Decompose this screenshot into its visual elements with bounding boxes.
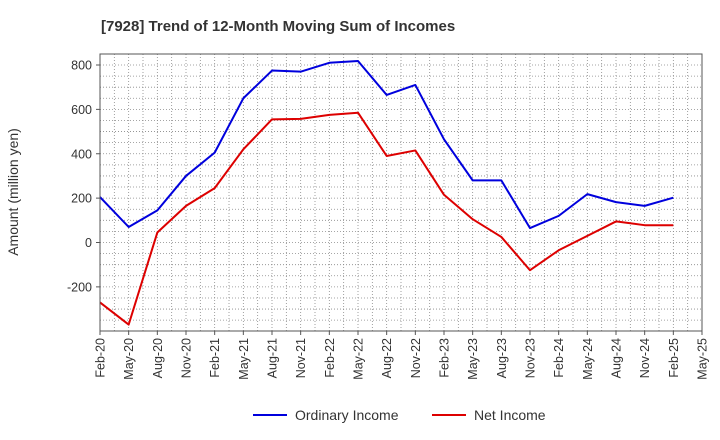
- series-line-net-income: [99, 111, 674, 326]
- x-tick-label: Feb-23: [438, 338, 452, 378]
- y-axis-ticks: 800 600 400 200 0 -200: [67, 59, 100, 294]
- x-tick-label: Feb-20: [94, 338, 108, 378]
- series-line-ordinary-income: [99, 60, 674, 230]
- legend-label-net-income: Net Income: [474, 407, 546, 423]
- x-tick-label: May-21: [237, 338, 251, 380]
- x-tick-label: Aug-23: [495, 338, 509, 378]
- y-tick-label: -200: [67, 280, 92, 294]
- x-tick-label: Nov-23: [524, 338, 538, 378]
- x-tick-label: Nov-20: [180, 338, 194, 378]
- x-tick-label: Aug-21: [266, 338, 280, 378]
- x-tick-label: Feb-25: [667, 338, 681, 378]
- x-tick-label: Feb-24: [552, 338, 566, 378]
- legend-label-ordinary-income: Ordinary Income: [295, 407, 399, 423]
- x-tick-label: May-25: [696, 338, 710, 380]
- y-tick-label: 0: [85, 236, 92, 250]
- x-tick-label: Aug-24: [610, 338, 624, 378]
- x-tick-label: Feb-22: [323, 338, 337, 378]
- x-axis-ticks: Feb-20 May-20 Aug-20 Nov-20 Feb-21 May-21 Aug-…: [94, 331, 710, 380]
- x-tick-label: Nov-24: [638, 338, 652, 378]
- series-layer: [99, 60, 674, 326]
- x-tick-label: May-23: [466, 338, 480, 380]
- x-tick-label: Aug-20: [151, 338, 165, 378]
- y-axis-label: Amount (million yen): [5, 128, 21, 256]
- x-tick-label: May-24: [581, 338, 595, 380]
- y-tick-label: 600: [71, 103, 92, 117]
- legend: Ordinary Income Net Income: [253, 407, 546, 423]
- y-tick-label: 200: [71, 192, 92, 206]
- x-tick-label: Nov-22: [409, 338, 423, 378]
- y-tick-label: 800: [71, 59, 92, 73]
- x-tick-label: Aug-22: [380, 338, 394, 378]
- plot-area-frame: [99, 53, 703, 332]
- x-tick-label: May-22: [352, 338, 366, 380]
- x-tick-label: Nov-21: [294, 338, 308, 378]
- y-tick-label: 400: [71, 147, 92, 161]
- x-tick-label: Feb-21: [208, 338, 222, 378]
- chart-title: [7928] Trend of 12-Month Moving Sum of I…: [101, 18, 455, 35]
- x-tick-label: May-20: [122, 338, 136, 380]
- grid: [99, 53, 703, 331]
